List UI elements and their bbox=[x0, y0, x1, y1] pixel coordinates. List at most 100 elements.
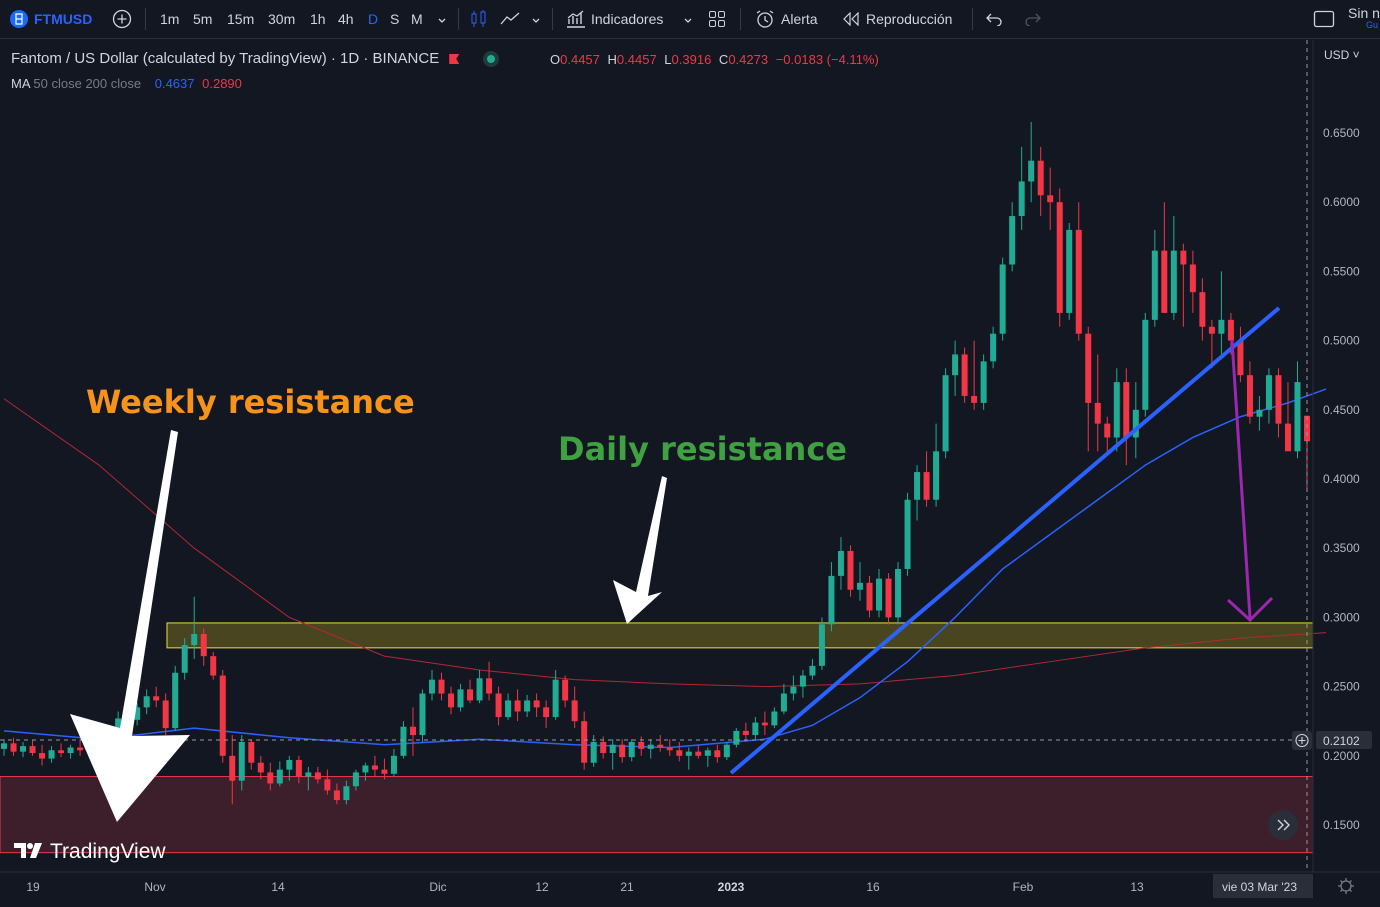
interval-d[interactable]: D bbox=[368, 11, 379, 27]
crosshair-date-label: vie 03 Mar '23 bbox=[1222, 880, 1297, 894]
candle bbox=[1028, 121, 1035, 203]
interval-m[interactable]: M bbox=[411, 11, 423, 27]
candle bbox=[543, 700, 550, 729]
candle bbox=[467, 679, 474, 704]
candle bbox=[885, 573, 892, 625]
indicators-icon[interactable] bbox=[566, 0, 586, 38]
price-scale[interactable]: 0.6500 0.6000 0.5500 0.5000 0.4500 0.4000 0.35… bbox=[1323, 126, 1360, 832]
candles-icon[interactable] bbox=[470, 0, 488, 38]
interval-s[interactable]: S bbox=[390, 11, 400, 27]
symbol-button[interactable]: FTMUSD bbox=[34, 11, 93, 27]
candle bbox=[457, 683, 464, 712]
candle bbox=[780, 683, 787, 715]
redo-icon[interactable] bbox=[1025, 0, 1041, 38]
candle bbox=[333, 783, 340, 805]
candle bbox=[48, 746, 55, 763]
candle bbox=[20, 741, 27, 758]
time-tick-label: 21 bbox=[620, 880, 634, 894]
chevron-down-icon[interactable] bbox=[530, 0, 542, 38]
chevron-down-icon[interactable] bbox=[682, 0, 694, 38]
candle bbox=[10, 737, 17, 756]
candle bbox=[685, 747, 692, 770]
candles-group bbox=[1, 121, 1310, 805]
weekly-resistance-zone bbox=[0, 776, 1314, 854]
candle bbox=[134, 703, 141, 726]
line-chart-icon[interactable] bbox=[500, 0, 520, 38]
candle bbox=[1218, 271, 1225, 355]
candle bbox=[371, 755, 378, 777]
candle bbox=[761, 711, 768, 736]
alert-clock-icon[interactable] bbox=[755, 0, 775, 38]
candle bbox=[923, 451, 930, 507]
scroll-to-realtime-button[interactable] bbox=[1268, 810, 1298, 840]
interval-30m[interactable]: 30m bbox=[268, 11, 296, 27]
price-tick-label: 0.2500 bbox=[1323, 680, 1360, 694]
interval-5m[interactable]: 5m bbox=[193, 11, 213, 27]
candle bbox=[752, 717, 759, 740]
indicators-button[interactable]: Indicadores bbox=[591, 11, 664, 27]
replay-icon[interactable] bbox=[842, 0, 860, 38]
trendline[interactable] bbox=[729, 306, 1281, 775]
candle bbox=[799, 669, 806, 698]
candle bbox=[505, 693, 512, 720]
toolbar-divider bbox=[552, 8, 553, 30]
candle bbox=[533, 693, 540, 718]
interval-1h[interactable]: 1h bbox=[310, 11, 326, 27]
candle bbox=[486, 661, 493, 701]
ma200-value: 0.2890 bbox=[202, 76, 242, 91]
candle bbox=[1009, 202, 1016, 272]
layout-grid-icon[interactable] bbox=[708, 0, 726, 38]
price-tick-label: 0.1500 bbox=[1323, 818, 1360, 832]
candle bbox=[933, 423, 940, 507]
candle bbox=[904, 492, 911, 576]
time-tick-label: 14 bbox=[271, 880, 285, 894]
time-tick-label: 19 bbox=[26, 880, 40, 894]
candle bbox=[200, 628, 207, 666]
candle bbox=[1151, 229, 1158, 327]
candle bbox=[1037, 146, 1044, 217]
last-price-label: 0.2102 bbox=[1323, 734, 1360, 748]
candle bbox=[191, 596, 198, 659]
currency-selector[interactable]: USD ˅ bbox=[1324, 48, 1360, 62]
candle bbox=[257, 755, 264, 780]
symbol-legend[interactable]: Fantom / US Dollar (calculated by Tradin… bbox=[11, 50, 496, 67]
candle bbox=[1170, 216, 1177, 320]
candle bbox=[828, 562, 835, 632]
candle bbox=[733, 728, 740, 748]
undo-icon[interactable] bbox=[986, 0, 1002, 38]
candle bbox=[723, 741, 730, 760]
settings-gear-icon[interactable] bbox=[1338, 878, 1354, 894]
candle bbox=[1161, 202, 1168, 313]
fullscreen-icon[interactable] bbox=[1313, 0, 1335, 38]
ma-legend[interactable]: MA 50 close 200 close 0.4637 0.2890 bbox=[11, 76, 242, 91]
purple-down-arrow bbox=[1226, 339, 1274, 623]
daily-resistance-annotation: Daily resistance bbox=[558, 430, 847, 468]
candle bbox=[847, 545, 854, 597]
weekly-resistance-annotation: Weekly resistance bbox=[86, 383, 415, 421]
candle bbox=[1056, 188, 1063, 327]
replay-button[interactable]: Reproducción bbox=[866, 11, 953, 27]
candle bbox=[428, 669, 435, 701]
price-tick-label: 0.4000 bbox=[1323, 472, 1360, 486]
candle bbox=[628, 739, 635, 762]
daily-white-arrow bbox=[613, 476, 667, 624]
time-scale[interactable]: 19 Nov 14 Dic 12 21 2023 16 Feb 13 bbox=[26, 880, 1144, 894]
add-price-icon[interactable] bbox=[1292, 731, 1312, 750]
add-symbol-icon[interactable] bbox=[112, 0, 132, 38]
alert-button[interactable]: Alerta bbox=[781, 11, 818, 27]
candle bbox=[409, 707, 416, 756]
candle bbox=[856, 562, 863, 601]
interval-1m[interactable]: 1m bbox=[160, 11, 180, 27]
price-tick-label: 0.5500 bbox=[1323, 264, 1360, 278]
account-label[interactable]: Sin n bbox=[1348, 5, 1380, 21]
candle bbox=[77, 739, 84, 756]
interval-4h[interactable]: 4h bbox=[338, 11, 354, 27]
candle bbox=[961, 347, 968, 403]
candle bbox=[229, 735, 236, 805]
top-toolbar: FTMUSD 1m 5m 15m 30m 1h 4h D S M Indicad… bbox=[0, 0, 1380, 39]
interval-15m[interactable]: 15m bbox=[227, 11, 255, 27]
chevron-down-icon[interactable] bbox=[436, 0, 448, 38]
market-closed-flag-icon bbox=[449, 54, 460, 65]
price-chart[interactable]: 0.6500 0.6000 0.5500 0.5000 0.4500 0.4000 0.35… bbox=[0, 40, 1380, 907]
candle bbox=[581, 711, 588, 770]
